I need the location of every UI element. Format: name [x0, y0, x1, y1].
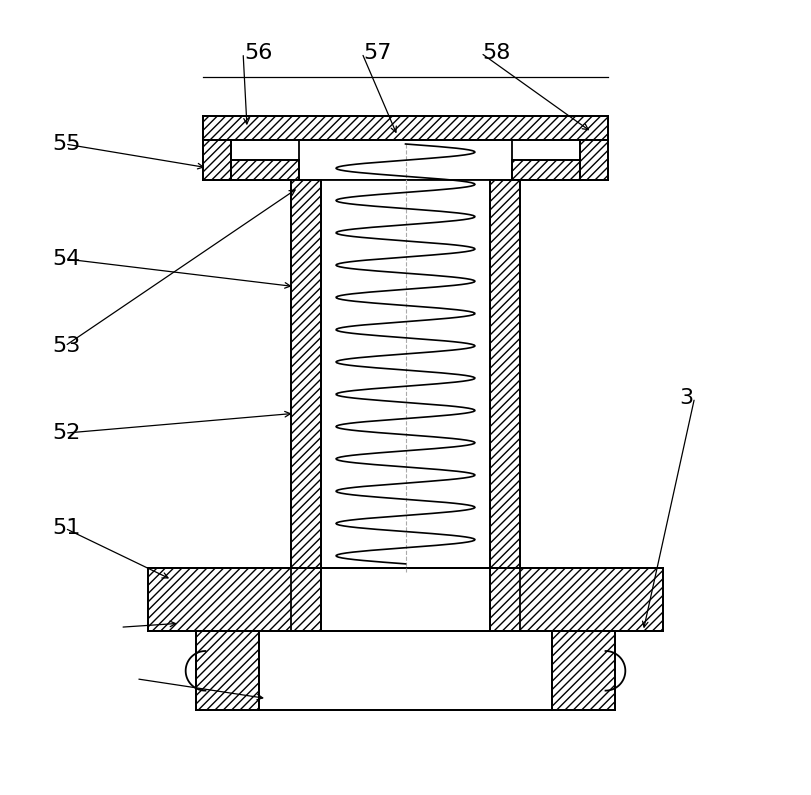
Text: 57: 57 — [363, 43, 392, 63]
Bar — [231, 160, 298, 180]
Bar — [259, 631, 552, 711]
Text: 56: 56 — [245, 43, 273, 63]
Text: 55: 55 — [52, 134, 80, 154]
Bar — [148, 568, 320, 631]
Bar — [513, 160, 580, 180]
Text: 54: 54 — [53, 249, 80, 269]
Bar — [204, 116, 607, 140]
Bar — [491, 180, 521, 568]
Bar — [195, 631, 259, 711]
Bar — [552, 631, 616, 711]
Text: 58: 58 — [483, 43, 511, 63]
Bar — [580, 140, 607, 180]
Text: 51: 51 — [53, 518, 80, 538]
Bar — [290, 180, 320, 568]
Bar — [204, 140, 231, 180]
Bar — [320, 568, 491, 631]
Bar — [298, 140, 513, 180]
Text: 3: 3 — [679, 387, 693, 408]
Bar — [320, 180, 491, 568]
Text: 53: 53 — [53, 336, 80, 356]
Text: 52: 52 — [53, 423, 80, 443]
Bar — [491, 568, 663, 631]
